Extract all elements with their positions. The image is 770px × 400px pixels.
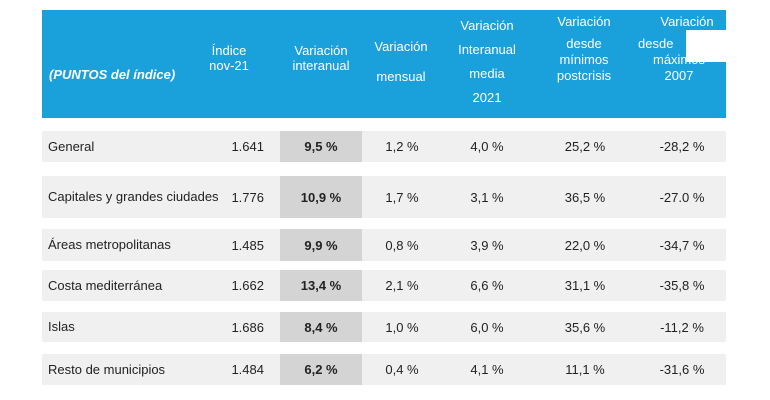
header-minimos-line3: mínimos (559, 52, 609, 67)
table-row: Capitales y grandes ciudades 1.776 10,9 … (42, 176, 726, 218)
header-interanual-line1: Variación (294, 43, 348, 58)
row-label-header: (PUNTOS del índice) (49, 67, 176, 82)
row-interanual: 9,5 % (280, 131, 362, 162)
row-indice: 1.686 (231, 319, 264, 335)
row-name: Costa mediterránea (48, 277, 163, 293)
row-interanual: 10,9 % (280, 176, 362, 218)
row-media: 6,0 % (470, 319, 504, 335)
row-media: 6,6 % (470, 278, 504, 293)
table-row: Islas 1.686 8,4 % 1,0 % 6,0 % 35,6 % -11… (42, 312, 726, 342)
header-media-line1: Variación (460, 18, 514, 33)
row-maximos: -27.0 % (659, 189, 705, 205)
header-minimos-line4: postcrisis (556, 68, 612, 83)
header-indice-line1: Índice (211, 43, 247, 58)
header-interanual: Variación interanual (274, 43, 368, 73)
row-name: Áreas metropolitanas (48, 237, 171, 252)
row-maximos: -35,8 % (659, 278, 705, 293)
row-media: 3,9 % (470, 237, 504, 253)
row-maximos: -31,6 % (659, 362, 705, 377)
table-row: Áreas metropolitanas 1.485 9,9 % 0,8 % 3… (42, 229, 726, 261)
row-minimos: 36,5 % (564, 189, 606, 205)
header-indice-line2: nov-21 (209, 58, 249, 73)
row-name: Resto de municipios (48, 361, 166, 377)
row-media: 4,1 % (470, 362, 504, 377)
header-media-line4: 2021 (472, 90, 502, 105)
header-media-line3: media (469, 66, 505, 81)
row-minimos: 11,1 % (565, 362, 605, 377)
table-header: (PUNTOS del índice) Índice nov-21 Variac… (42, 10, 726, 118)
row-media: 3,1 % (470, 189, 504, 205)
header-mensual-line1: Variación (374, 39, 428, 54)
row-media: 4,0 % (470, 139, 504, 154)
header-minimos: Variación desde mínimos postcrisis (542, 14, 626, 84)
header-notch (686, 30, 726, 62)
price-index-table: (PUNTOS del índice) Índice nov-21 Variac… (42, 10, 726, 385)
row-mensual: 1,0 % (385, 319, 419, 335)
row-indice: 1.776 (231, 189, 264, 205)
header-indice: Índice nov-21 (192, 43, 266, 73)
header-media: Variación Interanual media 2021 (446, 14, 528, 110)
header-mensual: Variación mensual (364, 32, 438, 92)
row-minimos: 22,0 % (564, 237, 606, 253)
row-name: Capitales y grandes ciudades (48, 189, 219, 204)
row-mensual: 1,2 % (385, 139, 419, 154)
row-indice: 1.484 (231, 362, 264, 377)
header-minimos-line2: desde (566, 36, 602, 51)
row-mensual: 2,1 % (385, 278, 419, 293)
row-interanual: 6,2 % (280, 354, 362, 385)
row-mensual: 1,7 % (385, 189, 419, 205)
header-maximos-line1: Variación (660, 14, 714, 29)
table-row: Resto de municipios 1.484 6,2 % 0,4 % 4,… (42, 354, 726, 385)
row-maximos: -28,2 % (659, 139, 705, 154)
row-interanual: 8,4 % (280, 312, 362, 342)
row-indice: 1.662 (231, 278, 264, 293)
header-maximos: Variación desde máximos 2007 (636, 14, 722, 84)
header-maximos-line4: 2007 (664, 68, 694, 83)
header-maximos-line3: máximos (652, 52, 705, 67)
header-minimos-line1: Variación (557, 14, 611, 29)
row-minimos: 35,6 % (564, 319, 606, 335)
header-maximos-line2: desde (638, 36, 674, 51)
row-indice: 1.485 (231, 237, 264, 253)
row-minimos: 31,1 % (564, 278, 606, 293)
row-name: Islas (48, 319, 75, 334)
header-media-line2: Interanual (458, 42, 516, 57)
row-name: General (48, 138, 95, 154)
row-interanual: 9,9 % (280, 229, 362, 261)
table-row: Costa mediterránea 1.662 13,4 % 2,1 % 6,… (42, 270, 726, 301)
header-interanual-line2: interanual (292, 58, 350, 73)
row-mensual: 0,4 % (385, 362, 419, 377)
row-maximos: -11,2 % (660, 319, 704, 335)
row-indice: 1.641 (231, 139, 264, 154)
header-mensual-line2: mensual (376, 69, 426, 84)
row-minimos: 25,2 % (564, 139, 606, 154)
table-row: General 1.641 9,5 % 1,2 % 4,0 % 25,2 % -… (42, 131, 726, 162)
row-maximos: -34,7 % (659, 237, 705, 253)
row-mensual: 0,8 % (385, 237, 419, 253)
row-interanual: 13,4 % (280, 270, 362, 301)
